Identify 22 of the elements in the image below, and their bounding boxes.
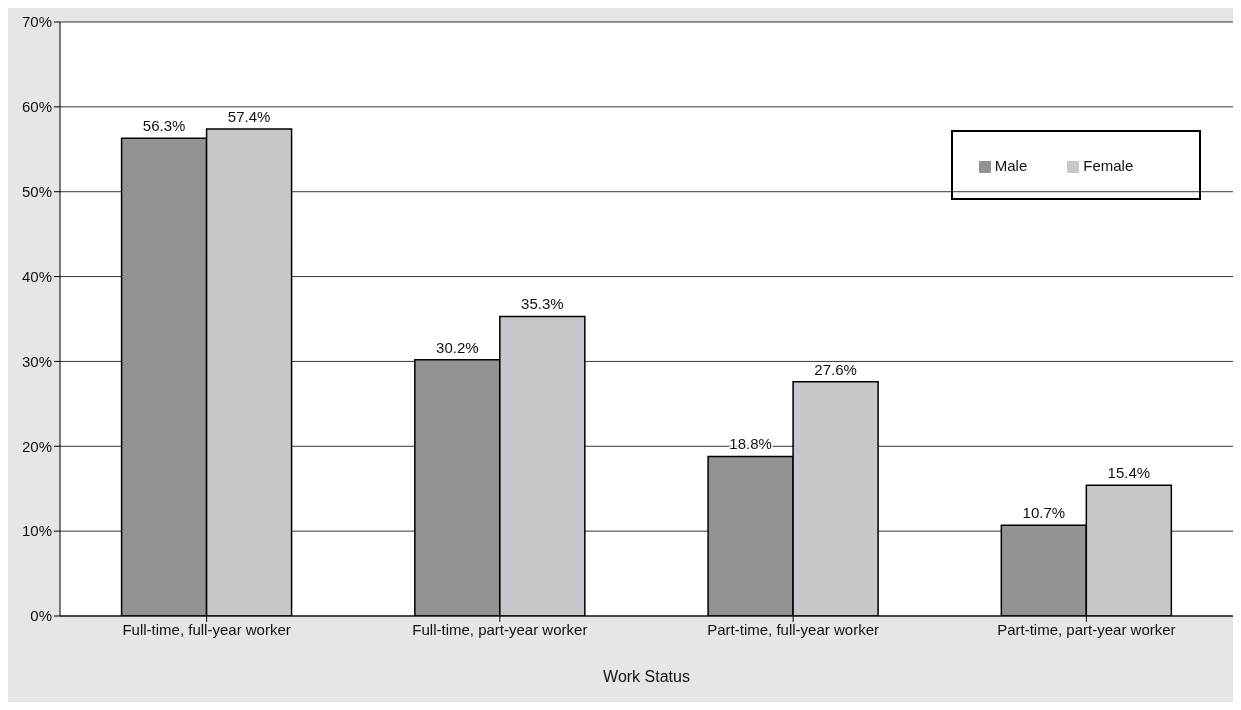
x-tick-label: Full-time, full-year worker [122,620,291,638]
x-tick-label: Part-time, part-year worker [997,620,1176,638]
data-label: 30.2% [436,338,479,356]
data-label: 10.7% [1022,504,1066,522]
y-tick-label: 20% [21,437,52,455]
data-label: 56.3% [142,117,186,135]
y-tick-label: 10% [21,522,52,540]
y-tick-label: 50% [21,183,52,201]
legend-label: Female [1083,156,1134,174]
x-tick-label: Part-time, full-year worker [707,620,879,638]
x-tick-label: Full-time, part-year worker [412,620,588,638]
y-tick-label: 0% [30,607,52,625]
data-label: 27.6% [814,360,857,378]
y-tick-label: 40% [21,267,52,285]
y-tick-label: 70% [21,13,52,31]
x-axis-title: Work Status [603,668,690,685]
y-tick-label: 30% [21,352,52,370]
y-tick-label: 60% [21,98,52,116]
data-label: 35.3% [521,295,564,313]
data-label: 15.4% [1107,464,1151,482]
data-label: 57.4% [227,107,271,125]
legend-label: Male [994,156,1028,174]
